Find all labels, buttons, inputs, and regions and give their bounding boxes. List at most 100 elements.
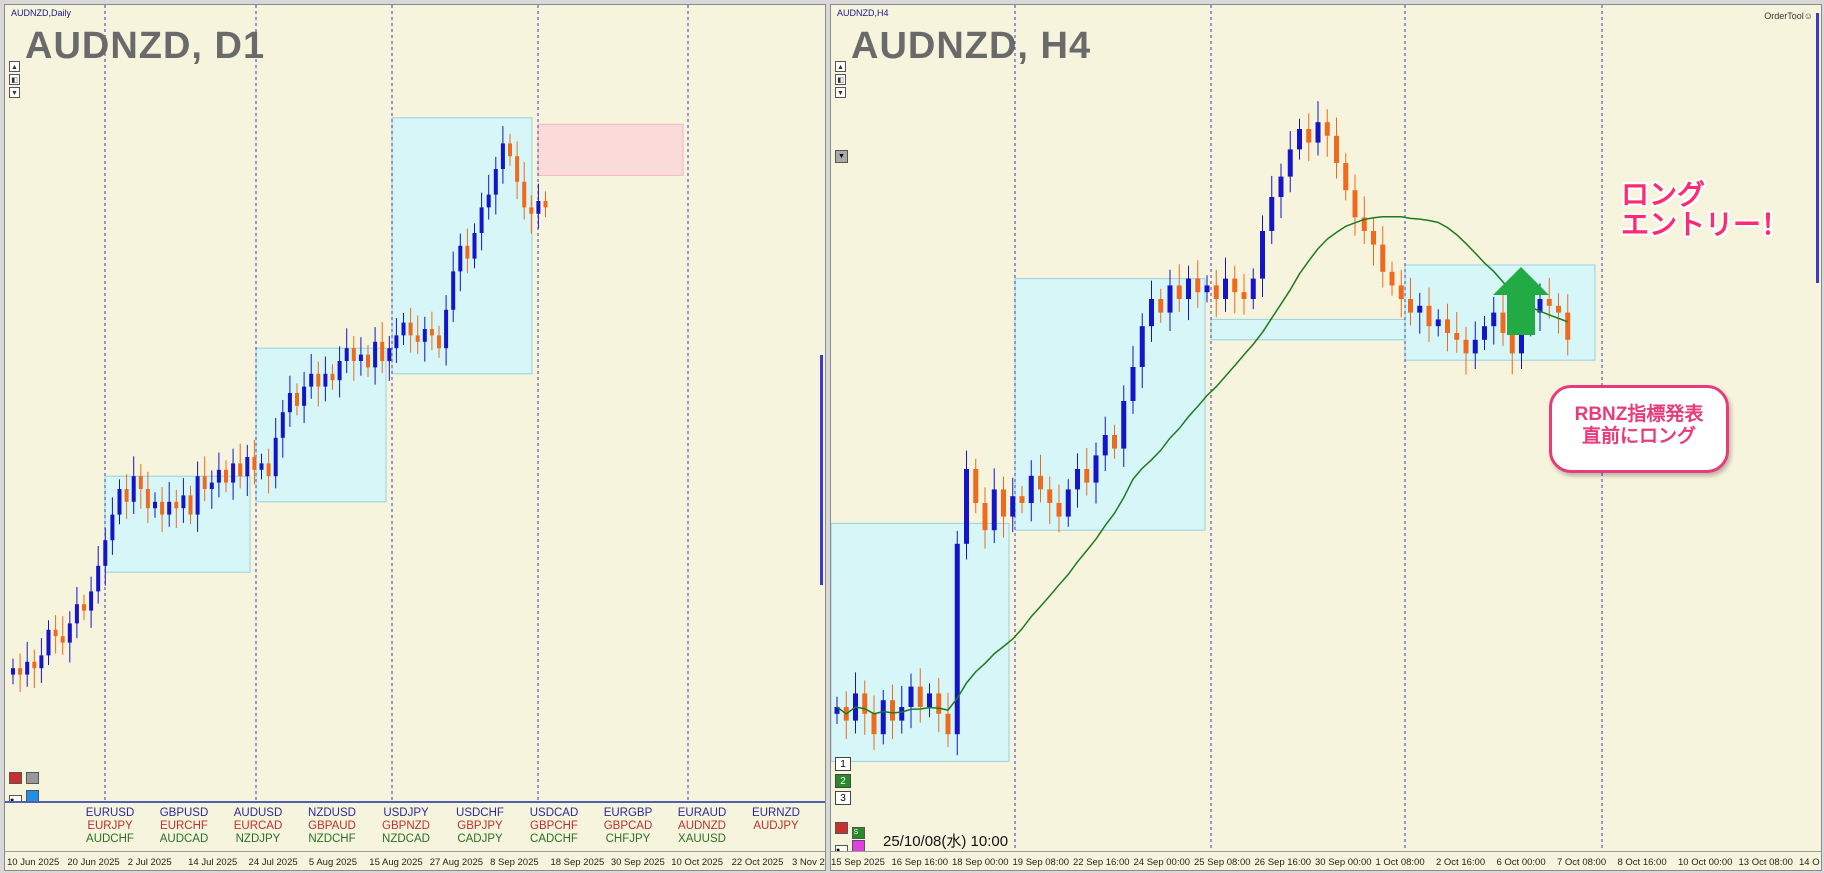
candle-body	[479, 207, 484, 233]
pair-link[interactable]: EURCHF	[160, 820, 208, 832]
candle-body	[437, 335, 441, 349]
candle-body	[1167, 285, 1173, 313]
candle-body	[1223, 278, 1228, 299]
candle-body	[1075, 469, 1080, 490]
pair-link[interactable]: CHFJPY	[605, 833, 651, 845]
x-tick-label: 15 Aug 2025	[369, 857, 423, 868]
long-entry-arrow	[1493, 267, 1549, 335]
candle-body	[1158, 299, 1164, 313]
pair-link[interactable]: NZDJPY	[235, 833, 281, 845]
d1-side-buttons: ▲ ◧ ▼	[9, 61, 21, 100]
download-icon[interactable]: ▼	[835, 150, 848, 163]
pair-link[interactable]: GBPCHF	[530, 820, 578, 832]
scroll-up-icon[interactable]: ▲	[9, 61, 20, 72]
candle-body	[1038, 475, 1043, 490]
candle-body	[280, 412, 285, 438]
x-tick-label: 10 Jun 2025	[7, 857, 60, 868]
candle-body	[1176, 285, 1182, 299]
candle-body	[936, 693, 942, 714]
candle-body	[444, 309, 449, 349]
demand-zone	[831, 522, 1010, 762]
pair-link[interactable]: AUDJPY	[753, 820, 799, 832]
period-button-3[interactable]: 3	[835, 791, 851, 805]
demand-zone	[1210, 318, 1407, 341]
current-datetime: 25/10/08(水) 10:00	[883, 833, 1009, 850]
zoom-icon[interactable]: ◧	[9, 74, 20, 85]
pair-link[interactable]: GBPAUD	[308, 820, 356, 832]
pair-link[interactable]: NZDCAD	[382, 833, 430, 845]
candle-body	[1287, 149, 1293, 177]
candle-body	[394, 335, 399, 349]
x-tick-label: 22 Oct 2025	[731, 857, 784, 868]
d1-candlestick-chart[interactable]	[5, 5, 826, 801]
pair-link[interactable]: EURGBP	[603, 807, 653, 819]
pair-link[interactable]: USDJPY	[383, 807, 429, 819]
candle-body	[1334, 135, 1339, 163]
pair-link[interactable]: GBPJPY	[457, 820, 503, 832]
pair-link[interactable]: GBPUSD	[159, 807, 209, 819]
candle-body	[337, 361, 342, 381]
x-tick-label: 16 Sep 16:00	[891, 857, 949, 868]
candle-body	[1389, 271, 1395, 286]
square-icon[interactable]	[26, 772, 40, 784]
period-button-1[interactable]: 1	[835, 757, 851, 771]
candle-body	[908, 686, 914, 707]
pair-link[interactable]: NZDCHF	[308, 833, 356, 845]
pair-link[interactable]: EURJPY	[87, 820, 133, 832]
pair-link[interactable]: AUDUSD	[233, 807, 283, 819]
pair-link[interactable]: EURNZD	[752, 807, 800, 819]
x-tick-label: 14 Jul 2025	[188, 857, 238, 868]
candle-body	[1519, 326, 1524, 354]
callout-line-2: 直前にロング	[1581, 426, 1696, 447]
pair-link[interactable]: AUDCAD	[159, 833, 209, 845]
candle-body	[1121, 401, 1127, 449]
pair-link[interactable]: NZDUSD	[308, 807, 356, 819]
candle-body	[871, 713, 877, 735]
pair-link[interactable]: EURCAD	[233, 820, 283, 832]
candle-body	[259, 463, 264, 470]
candle-body	[880, 700, 886, 735]
x-tick-label: 19 Sep 08:00	[1012, 857, 1070, 868]
scroll-up-icon[interactable]: ▲	[835, 61, 846, 72]
pair-link[interactable]: AUDNZD	[678, 820, 726, 832]
pair-link[interactable]: EURAUD	[677, 807, 727, 819]
candle-body	[181, 495, 186, 509]
ordertool-label[interactable]: OrderTool☺	[1764, 11, 1813, 21]
candle-body	[1065, 489, 1071, 517]
d1-scrollbar[interactable]	[820, 355, 823, 585]
pair-link[interactable]: GBPNZD	[382, 820, 430, 832]
period-button-2[interactable]: 2	[835, 774, 851, 788]
pair-link[interactable]: EURUSD	[85, 807, 135, 819]
x-tick-label: 18 Sep 2025	[550, 857, 605, 868]
candle-body	[1408, 299, 1413, 313]
d1-chart-panel[interactable]: AUDNZD,Daily AUDNZD, D1 ▲ ◧ ▼ ● EURUSDEU…	[4, 4, 826, 871]
h4-scrollbar[interactable]	[1816, 13, 1819, 283]
s-icon[interactable]: S	[852, 827, 866, 839]
candle-body	[124, 489, 129, 502]
pair-link[interactable]: GBPCAD	[603, 820, 653, 832]
candle-body	[1149, 299, 1154, 327]
h4-chart-panel[interactable]: AUDNZD,H4 OrderTool☺ AUDNZD, H4 ▲ ◧ ▼ ▼ …	[830, 4, 1822, 871]
pair-link[interactable]: USDCHF	[456, 807, 504, 819]
pair-link[interactable]: XAUUSD	[678, 833, 726, 845]
candle-body	[153, 501, 157, 509]
zoom-icon[interactable]: ◧	[835, 74, 846, 85]
candle-body	[890, 700, 895, 721]
h4-candlestick-chart[interactable]	[831, 5, 1822, 854]
minus-icon[interactable]	[835, 822, 848, 834]
candle-body	[231, 463, 236, 483]
pair-link[interactable]: AUDCHF	[86, 833, 134, 845]
pair-link[interactable]: CADJPY	[457, 833, 503, 845]
scroll-down-icon[interactable]: ▼	[835, 87, 846, 98]
x-tick-label: 27 Aug 2025	[429, 857, 484, 868]
candle-body	[927, 693, 932, 707]
pair-link[interactable]: USDCAD	[529, 807, 579, 819]
candle-body	[344, 348, 349, 361]
scroll-down-icon[interactable]: ▼	[9, 87, 20, 98]
candle-body	[1204, 285, 1210, 293]
candle-body	[1102, 435, 1108, 456]
minus-icon[interactable]	[9, 772, 22, 784]
pair-link[interactable]: CADCHF	[530, 833, 578, 845]
candle-body	[25, 661, 30, 675]
candle-body	[1306, 129, 1312, 143]
